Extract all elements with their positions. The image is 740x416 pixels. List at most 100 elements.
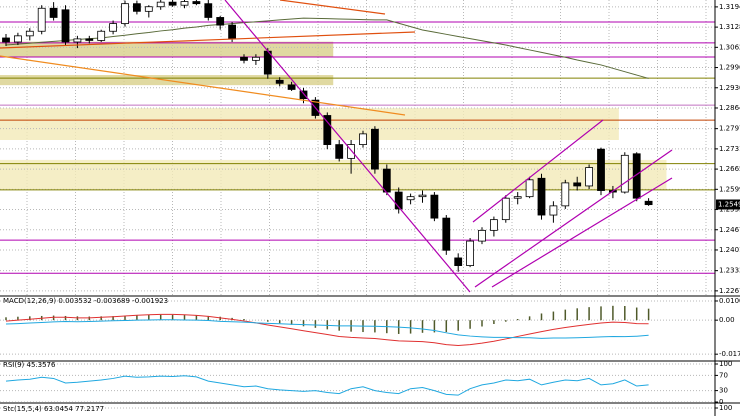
y-tick-label: 0.010021 — [719, 297, 740, 305]
candle-body — [216, 17, 225, 26]
candle-body — [478, 229, 486, 242]
candle-body — [97, 30, 106, 41]
candle-body — [204, 3, 213, 18]
y-tick-label: -0.01776 — [719, 350, 740, 358]
candle-body — [299, 90, 308, 100]
macd-panel — [0, 300, 715, 355]
price-panel — [0, 0, 715, 295]
y-tick-label: 1.2533 — [719, 206, 740, 214]
candle-body — [347, 144, 356, 159]
candle-body — [620, 154, 629, 193]
y-tick-label: 1.31285 — [719, 23, 740, 31]
indicator-label: RSI(9) 45.3576 — [3, 361, 56, 369]
candle-body — [156, 1, 165, 8]
candle-body — [25, 30, 34, 37]
candle-body — [228, 24, 237, 40]
candle-body — [418, 194, 427, 198]
y-tick-label: 0 — [719, 398, 723, 406]
y-tick-label: 1.29965 — [719, 64, 740, 72]
candle-body — [632, 153, 641, 199]
candle-body — [109, 23, 117, 32]
candle-body — [287, 84, 296, 90]
candle-body — [585, 167, 593, 187]
channel-line — [491, 177, 673, 288]
y-tick-label: 1.25990 — [719, 185, 740, 193]
y-tick-label: 1.23335 — [719, 267, 740, 275]
candle-body — [37, 7, 46, 32]
candle-body — [144, 6, 153, 12]
candle-body — [406, 196, 415, 201]
candle-body — [61, 9, 70, 43]
rsi-panel — [0, 363, 715, 402]
candle-body — [2, 37, 10, 43]
candle-body — [382, 168, 391, 193]
candle-body — [251, 56, 260, 61]
y-tick-label: 30 — [719, 387, 728, 395]
y-tick-label: 1.30625 — [719, 43, 740, 51]
candle-body — [192, 1, 201, 5]
candle-body — [561, 182, 570, 207]
macd-line — [5, 313, 649, 346]
last-price-box — [716, 199, 740, 210]
candle-body — [121, 3, 129, 24]
indicator-label: MACD(12,26,9) 0.003532 -0.003689 -0.0019… — [3, 297, 168, 305]
channel-line — [474, 149, 673, 288]
trend-line — [0, 55, 406, 116]
trend-line — [279, 0, 386, 15]
candle-body — [549, 205, 558, 216]
trend-lines — [0, 0, 673, 293]
candle-body — [442, 217, 451, 251]
y-tick-label: 1.28645 — [719, 104, 740, 112]
candle-body — [489, 219, 498, 231]
trend-line — [224, 0, 471, 293]
candle-body — [644, 200, 653, 206]
indicator-line — [5, 375, 649, 396]
macd-line — [5, 319, 649, 339]
y-tick-label: 1.2467 — [719, 226, 740, 234]
candle-body — [573, 182, 582, 187]
candle-body — [370, 128, 379, 170]
candle-body — [454, 257, 463, 266]
candle-body — [359, 133, 367, 145]
candle-body — [501, 197, 510, 221]
candle-body — [275, 79, 284, 84]
last-price-label: 1.25494 — [718, 201, 740, 209]
candle-body — [49, 7, 58, 18]
candle-body — [597, 148, 605, 191]
y-tick-label: 1.24010 — [719, 246, 740, 254]
candle-body — [537, 177, 546, 216]
candle-body — [85, 38, 94, 41]
channel-line — [472, 119, 604, 223]
y-tick-label: 1.22675 — [719, 287, 740, 295]
candle-body — [180, 1, 189, 6]
candle-body — [73, 38, 82, 43]
moving-average — [5, 17, 649, 79]
candle-body — [132, 3, 141, 12]
candle-body — [466, 240, 475, 266]
y-tick-label: 100 — [719, 360, 732, 368]
y-tick-label: 70 — [719, 371, 728, 379]
y-tick-label: 1.29305 — [719, 84, 740, 92]
candle-body — [513, 196, 522, 199]
candle-body — [525, 179, 534, 198]
candle-body — [323, 115, 332, 145]
zone — [0, 108, 619, 140]
labels: 1.31945 1.31285 1.30625 1.29965 1.29305 1.286… — [3, 3, 740, 413]
trend-line — [0, 31, 416, 49]
candle-body — [430, 194, 439, 219]
y-tick-label: 1.2665 — [719, 165, 740, 173]
candle-body — [240, 56, 248, 61]
candle-body — [13, 35, 22, 43]
indicator-label: Stc(15,5,4) 63.0454 77.2177 — [3, 405, 104, 413]
candle-body — [335, 144, 344, 159]
y-tick-label: 1.27970 — [719, 125, 740, 133]
y-tick-label: 0.00 — [719, 316, 735, 324]
zone — [0, 41, 334, 57]
y-tick-label: 100 — [719, 404, 732, 412]
candle-body — [168, 1, 177, 6]
y-tick-label: 1.31945 — [719, 3, 740, 11]
